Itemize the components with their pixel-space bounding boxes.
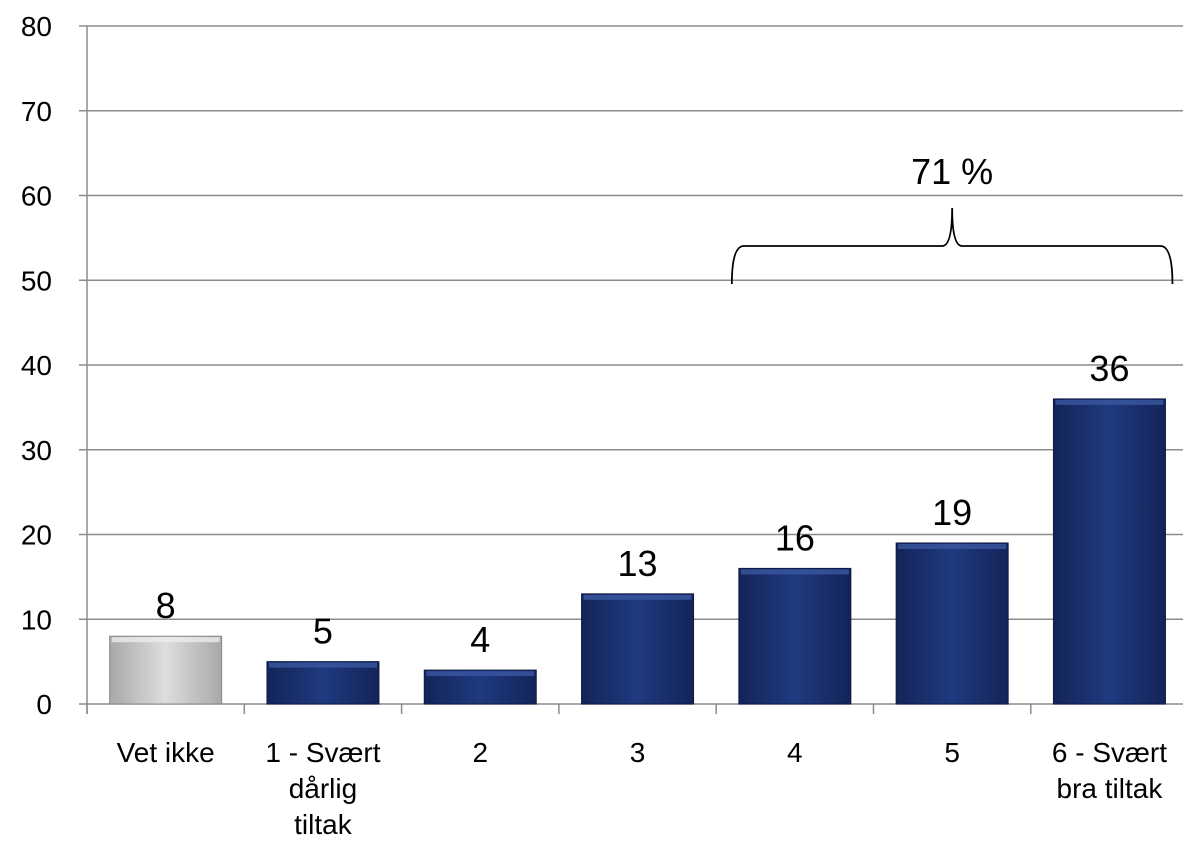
y-tick-label: 50 [21, 265, 52, 296]
category-label: bra tiltak [1057, 773, 1164, 804]
bar-bevel [268, 662, 377, 668]
category-label: dårlig [289, 773, 357, 804]
data-label: 4 [470, 619, 490, 660]
y-tick-label: 40 [21, 350, 52, 381]
category-label: 4 [787, 737, 803, 768]
y-tick-labels: 0 10 20 30 40 50 60 70 80 [21, 11, 52, 720]
y-tick-label: 80 [21, 11, 52, 42]
category-label: tiltak [294, 809, 353, 840]
bar-bevel [583, 594, 692, 600]
bar-bevel [426, 671, 535, 677]
bar-bevel [898, 543, 1007, 549]
bar [581, 593, 695, 705]
bracket-annotation: 71 % [730, 151, 1174, 285]
y-tick-label: 60 [21, 181, 52, 212]
bar [1052, 398, 1166, 705]
data-label: 36 [1089, 348, 1129, 389]
gridlines [87, 25, 1183, 620]
data-label: 16 [775, 517, 815, 558]
category-label: 1 - Svært [265, 737, 380, 768]
category-label: 5 [944, 737, 960, 768]
category-label: 3 [630, 737, 646, 768]
bar [895, 542, 1009, 705]
bar [109, 635, 223, 705]
bar-bevel [111, 637, 220, 643]
data-labels: 8 5 4 13 16 19 36 [156, 348, 1130, 660]
bracket-label: 71 % [911, 151, 993, 192]
category-label: Vet ikke [117, 737, 215, 768]
data-label: 19 [932, 492, 972, 533]
bracket [730, 207, 1174, 285]
y-tick-label: 20 [21, 520, 52, 551]
bar-bevel [740, 569, 849, 575]
bars [109, 398, 1166, 705]
y-tick-label: 70 [21, 96, 52, 127]
y-tick-label: 0 [36, 689, 52, 720]
data-label: 8 [156, 585, 176, 626]
bar-bevel [1055, 399, 1164, 405]
category-label: 2 [472, 737, 488, 768]
category-labels: Vet ikke 1 - Svært dårlig tiltak 2 3 4 5 6 - Svæ… [117, 737, 1168, 840]
bar [738, 567, 852, 705]
category-label: 6 - Svært [1052, 737, 1167, 768]
y-tick-label: 30 [21, 435, 52, 466]
y-tick-label: 10 [21, 604, 52, 635]
data-label: 5 [313, 611, 333, 652]
bar [266, 661, 380, 705]
data-label: 13 [618, 543, 658, 584]
